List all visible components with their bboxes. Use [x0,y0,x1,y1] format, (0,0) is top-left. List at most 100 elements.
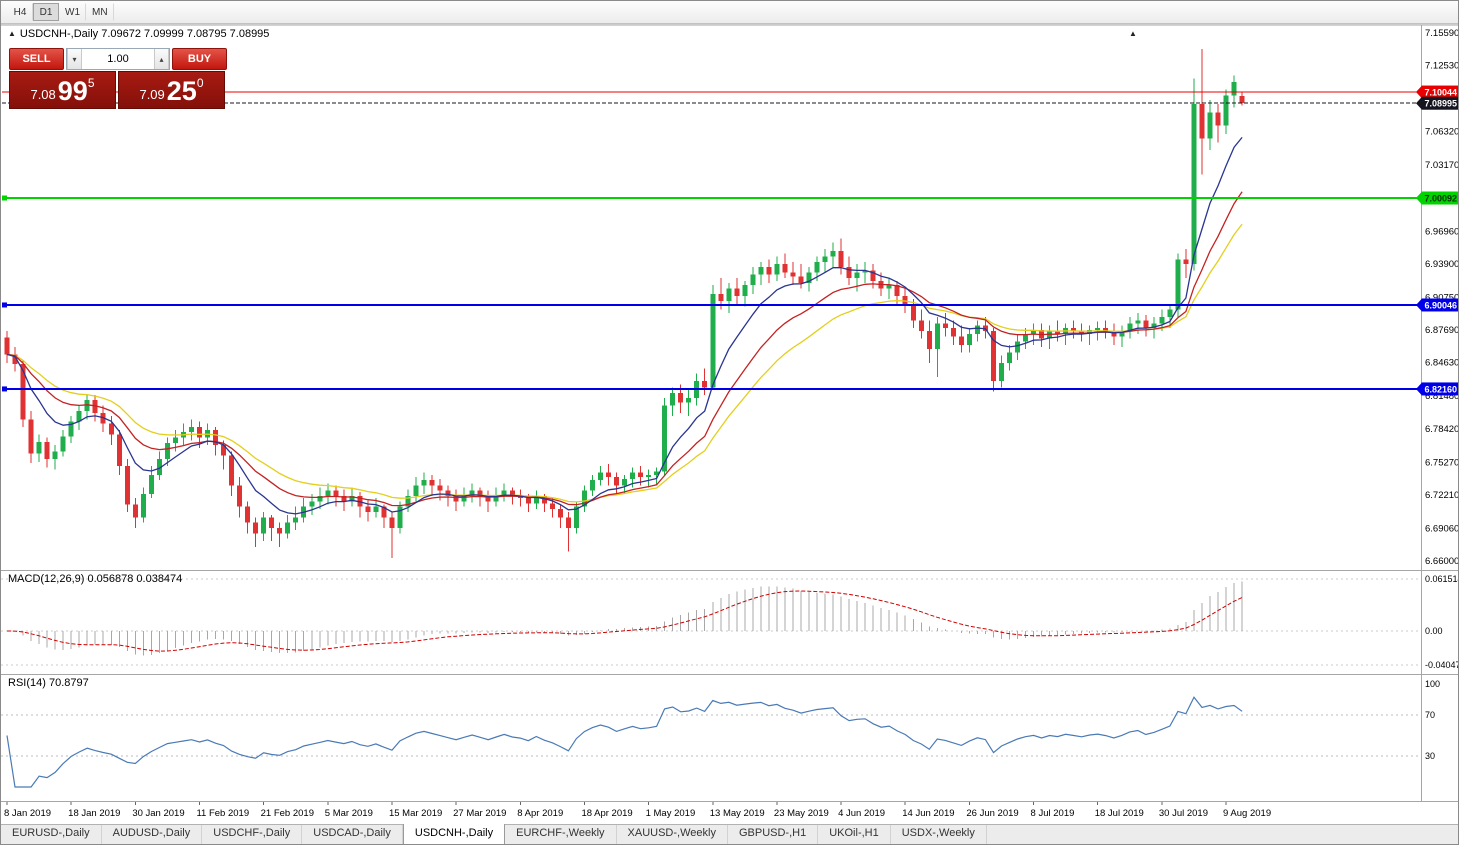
sell-price-display[interactable]: 7.08 99 5 [9,71,116,109]
svg-text:30 Jan 2019: 30 Jan 2019 [132,808,184,819]
rsi-indicator-title: RSI(14) 70.8797 [8,677,89,689]
svg-text:9 Aug 2019: 9 Aug 2019 [1223,808,1271,819]
macd-indicator-title: MACD(12,26,9) 0.056878 0.038474 [8,573,183,585]
svg-text:8 Jul 2019: 8 Jul 2019 [1031,808,1075,819]
sell-button[interactable]: SELL [9,48,64,70]
svg-text:0.061514: 0.061514 [1425,574,1459,584]
sell-price-point: 5 [87,76,95,90]
svg-text:23 May 2019: 23 May 2019 [774,808,829,819]
timeframe-d1-button[interactable]: D1 [33,3,59,21]
svg-text:70: 70 [1425,710,1435,720]
svg-text:14 Jun 2019: 14 Jun 2019 [902,808,954,819]
chart-tabs-bar: EURUSD-,Daily AUDUSD-,Daily USDCHF-,Dail… [1,824,1458,844]
volume-increase-button[interactable]: ▴ [154,49,169,69]
svg-text:6.90046: 6.90046 [1425,300,1458,310]
svg-text:0.00: 0.00 [1425,626,1443,636]
tab-eurusd-daily[interactable]: EURUSD-,Daily [1,825,102,844]
indicator-axis-labels: 0.061514 0.00 -0.04047 100 70 30 [1425,574,1459,761]
svg-text:15 Mar 2019: 15 Mar 2019 [389,808,442,819]
sell-price-prefix: 7.08 [30,87,56,102]
svg-text:7.12530: 7.12530 [1425,61,1459,72]
subwindow-expand-icon[interactable]: ▲ [1129,29,1137,38]
volume-value[interactable]: 1.00 [107,53,129,65]
svg-text:100: 100 [1425,679,1440,689]
chart-title-text: USDCNH-,Daily 7.09672 7.09999 7.08795 7.… [19,28,270,40]
time-axis-labels: 8 Jan 2019 18 Jan 2019 30 Jan 2019 11 Feb 2… [4,802,1271,819]
svg-text:11 Feb 2019: 11 Feb 2019 [196,808,249,819]
svg-text:18 Jul 2019: 18 Jul 2019 [1095,808,1144,819]
svg-text:6.69060: 6.69060 [1425,523,1459,534]
svg-text:30: 30 [1425,751,1435,761]
svg-text:18 Apr 2019: 18 Apr 2019 [581,808,632,819]
svg-text:30 Jul 2019: 30 Jul 2019 [1159,808,1208,819]
svg-text:4 Jun 2019: 4 Jun 2019 [838,808,885,819]
svg-text:6.78420: 6.78420 [1425,424,1459,435]
svg-text:6.96960: 6.96960 [1425,226,1459,237]
svg-text:13 May 2019: 13 May 2019 [710,808,765,819]
tab-audusd-daily[interactable]: AUDUSD-,Daily [102,825,203,844]
svg-text:7.00092: 7.00092 [1425,194,1458,204]
svg-text:1 May 2019: 1 May 2019 [646,808,696,819]
buy-price-point: 0 [196,76,204,90]
trade-controls-row: SELL ▾ 1.00 ▴ BUY [9,48,227,70]
buy-button[interactable]: BUY [172,48,227,70]
sell-price-pips: 99 [57,76,88,107]
svg-text:6.75270: 6.75270 [1425,457,1459,468]
svg-text:7.06320: 7.06320 [1425,127,1459,138]
macd-signal-line [6,590,1243,652]
svg-text:27 Mar 2019: 27 Mar 2019 [453,808,506,819]
svg-text:6.90750: 6.90750 [1425,292,1459,303]
volume-spinner: ▾ 1.00 ▴ [66,48,170,70]
price-tag-6.90046: 6.90046 [1416,298,1458,312]
hline-handle[interactable] [2,195,7,201]
ma-line-8 [6,136,1243,515]
svg-text:7.15590: 7.15590 [1425,28,1459,39]
rsi-line [6,696,1243,788]
buy-price-pips: 25 [166,76,197,107]
price-tag-7.10044: 7.10044 [1416,85,1458,99]
hline-handle[interactable] [2,302,7,308]
svg-text:6.66000: 6.66000 [1425,556,1459,567]
chart-title: ▲ USDCNH-,Daily 7.09672 7.09999 7.08795 7… [8,28,269,40]
price-tag-7.08995: 7.08995 [1416,96,1458,110]
one-click-panel-toggle-icon[interactable]: ▲ [8,29,16,38]
svg-text:6.81480: 6.81480 [1425,391,1459,402]
tab-usdcad-daily[interactable]: USDCAD-,Daily [302,825,403,844]
svg-text:8 Apr 2019: 8 Apr 2019 [517,808,563,819]
one-click-trading-panel: SELL ▾ 1.00 ▴ BUY 7.08 99 5 7.09 25 0 [9,48,227,109]
tab-usdchf-daily[interactable]: USDCHF-,Daily [202,825,303,844]
price-tag-7.00092: 7.00092 [1416,191,1458,205]
buy-price-prefix: 7.09 [139,87,165,102]
timeframe-w1-button[interactable]: W1 [59,3,86,21]
svg-text:26 Jun 2019: 26 Jun 2019 [966,808,1018,819]
svg-text:6.84630: 6.84630 [1425,358,1459,369]
trade-prices-row: 7.08 99 5 7.09 25 0 [9,71,227,109]
svg-text:6.82160: 6.82160 [1425,384,1458,394]
timeframe-toolbar: H4 D1 W1 MN [1,1,1458,24]
svg-text:18 Jan 2019: 18 Jan 2019 [68,808,120,819]
svg-text:6.72210: 6.72210 [1425,490,1459,501]
price-tag-6.82160: 6.82160 [1416,382,1458,396]
tab-ukoil-h1[interactable]: UKOil-,H1 [818,825,891,844]
tab-usdx-weekly[interactable]: USDX-,Weekly [891,825,987,844]
svg-text:7.08995: 7.08995 [1425,99,1458,109]
svg-text:5 Mar 2019: 5 Mar 2019 [325,808,373,819]
hline-handle[interactable] [2,386,7,392]
ma-line-24 [6,223,1243,503]
timeframe-h4-button[interactable]: H4 [7,3,33,21]
svg-text:6.87690: 6.87690 [1425,325,1459,336]
volume-decrease-button[interactable]: ▾ [67,49,82,69]
svg-text:8 Jan 2019: 8 Jan 2019 [4,808,51,819]
tab-gbpusd-h1[interactable]: GBPUSD-,H1 [728,825,819,844]
buy-price-display[interactable]: 7.09 25 0 [118,71,225,109]
tab-usdcnh-daily[interactable]: USDCNH-,Daily [402,824,506,844]
tab-eurchf-weekly[interactable]: EURCHF-,Weekly [505,825,617,844]
timeframe-mn-button[interactable]: MN [86,3,114,21]
svg-text:-0.04047: -0.04047 [1425,660,1459,670]
tab-xauusd-weekly[interactable]: XAUUSD-,Weekly [617,825,728,844]
svg-text:21 Feb 2019: 21 Feb 2019 [261,808,314,819]
svg-text:7.03170: 7.03170 [1425,160,1459,171]
